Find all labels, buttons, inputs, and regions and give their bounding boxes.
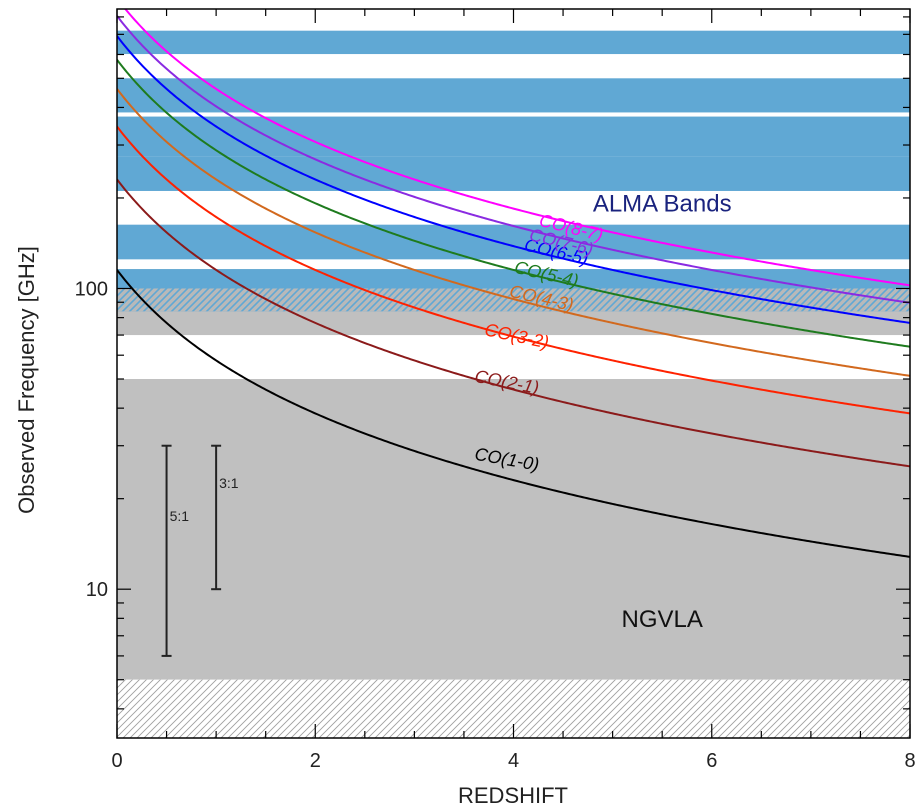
co-line-2 [117,178,910,468]
co-line-4 [117,88,910,377]
alma-band-1 [117,224,910,260]
ratio-bar-label-0: 5:1 [170,508,190,524]
x-tick-label: 2 [310,750,321,772]
alma-band-5 [117,30,910,55]
region-label-0: ALMA Bands [593,191,732,218]
co-line-6 [117,35,910,324]
ngvla-band-0 [117,379,910,680]
co-line-8 [124,9,910,287]
y-tick-label: 10 [86,579,108,601]
co-line-5 [117,59,910,348]
y-tick-label: 100 [75,278,108,300]
x-tick-label: 4 [508,750,519,772]
x-tick-label: 6 [706,750,717,772]
alma-band-3 [117,116,910,157]
alma-band-4 [117,78,910,113]
x-tick-label: 8 [904,750,915,772]
co-line-7 [117,15,910,304]
axes: 0 2 4 6 8 10 100 [75,8,916,772]
annotations: CO(1-0)CO(2-1)CO(3-2)CO(4-3)CO(5-4)CO(6-… [161,191,732,657]
alma-band-2 [117,156,910,191]
co-line-3 [117,125,910,415]
region-label-1: NGVLA [622,606,703,633]
ratio-bar-label-1: 3:1 [219,475,239,491]
y-axis-title: Observed Frequency [GHz] [14,246,39,514]
co-lines [117,9,910,558]
x-tick-label: 0 [111,750,122,772]
co-line-1 [117,269,910,558]
x-axis-title: REDSHIFT [458,783,568,808]
